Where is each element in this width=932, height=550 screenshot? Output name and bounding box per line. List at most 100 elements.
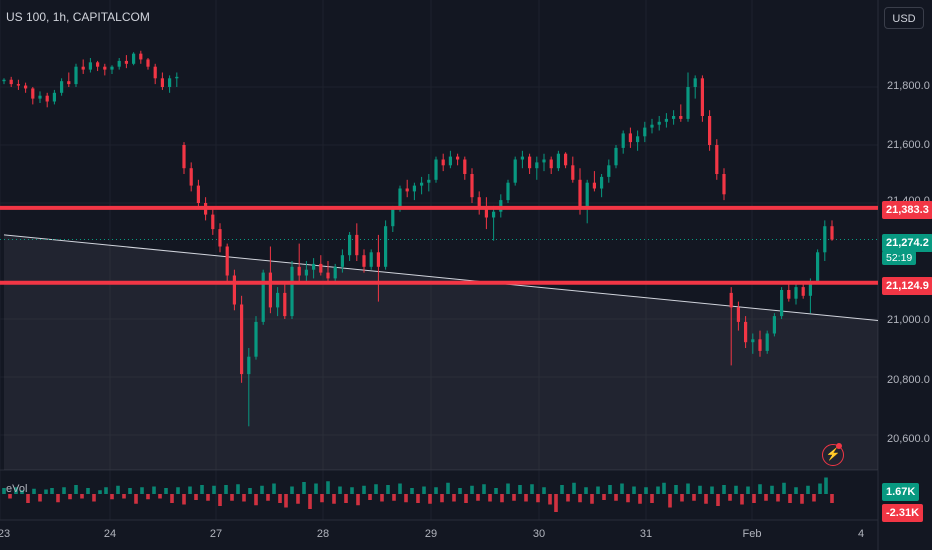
volume-bar — [524, 494, 528, 502]
volume-bar — [176, 487, 180, 494]
candle-body — [340, 255, 344, 267]
volume-bar — [80, 494, 84, 499]
volume-bar — [278, 494, 282, 503]
candle-body — [794, 287, 798, 299]
candle-body — [355, 234, 359, 256]
volume-bar — [614, 494, 618, 501]
candle-body — [708, 116, 712, 145]
candle-body — [823, 226, 827, 253]
x-tick-label: 29 — [424, 528, 438, 540]
volume-bar — [296, 494, 300, 504]
candle-body — [693, 78, 697, 87]
volume-bar — [686, 483, 690, 494]
x-tick-label: 31 — [639, 528, 653, 540]
volume-bar — [62, 487, 66, 494]
volume-bar — [518, 485, 522, 494]
candle-body — [506, 182, 510, 201]
candle-body — [636, 136, 640, 143]
candle-body — [211, 214, 215, 230]
candle-body — [556, 153, 560, 169]
volume-bar — [122, 494, 126, 499]
x-tick-label: 23 — [0, 528, 11, 540]
volume-bar — [470, 485, 474, 494]
candle-body — [45, 95, 49, 102]
volume-bar — [572, 482, 576, 494]
volume-bar — [818, 483, 822, 494]
candle-body — [758, 339, 762, 351]
volume-bar — [368, 494, 372, 500]
volume-indicator-label[interactable]: eVol — [6, 483, 28, 495]
candle-body — [657, 121, 661, 125]
volume-bar — [410, 488, 414, 494]
currency-button[interactable]: USD — [884, 7, 924, 29]
volume-bar — [458, 488, 462, 494]
volume-bar — [578, 494, 582, 503]
volume-bar — [104, 487, 108, 494]
volume-bar — [716, 494, 720, 506]
candle-body — [60, 81, 64, 93]
volume-bar — [638, 494, 642, 504]
candle-body — [412, 185, 416, 192]
volume-bar — [20, 490, 24, 494]
candle-body — [261, 272, 265, 322]
candle-body — [160, 78, 164, 87]
volume-bar — [56, 494, 60, 503]
candle-body — [74, 66, 78, 85]
volume-bar — [674, 485, 678, 494]
candle-body — [578, 179, 582, 209]
volume-bar — [212, 485, 216, 494]
lightning-alert-icon[interactable]: ⚡ — [822, 444, 844, 466]
candle-body — [31, 88, 35, 99]
volume-bar — [440, 494, 444, 503]
candle-body — [182, 145, 186, 169]
candle-body — [405, 188, 409, 192]
volume-bar — [194, 494, 198, 500]
candle-body — [477, 197, 481, 209]
candle-body — [715, 145, 719, 174]
volume-bar — [344, 494, 348, 503]
candle-body — [240, 304, 244, 375]
volume-bar — [788, 494, 792, 503]
candle-body — [24, 85, 28, 89]
volume-bar — [482, 484, 486, 494]
candle-body — [520, 156, 524, 160]
volume-bar — [86, 488, 90, 494]
volume-bar — [320, 494, 324, 503]
volume-bar — [782, 482, 786, 494]
volume-bar — [662, 482, 666, 494]
volume-bar — [200, 485, 204, 494]
volume-up-tag: 1.67K — [882, 483, 920, 501]
volume-bar — [284, 494, 288, 508]
volume-bar — [452, 494, 456, 502]
volume-bar — [248, 488, 252, 494]
candle-body — [751, 339, 755, 343]
volume-bar — [566, 494, 570, 502]
volume-bar — [218, 494, 222, 506]
candle-body — [513, 159, 517, 183]
volume-bar — [26, 494, 30, 503]
volume-bar — [266, 494, 270, 501]
volume-bar — [806, 485, 810, 494]
volume-bar — [446, 482, 450, 494]
candle-body — [232, 275, 236, 305]
volume-bar — [224, 485, 228, 494]
volume-bar — [542, 487, 546, 494]
volume-bar — [728, 494, 732, 501]
volume-bar — [752, 494, 756, 503]
candle-body — [132, 53, 136, 64]
candle-body — [168, 78, 172, 87]
volume-bar — [326, 481, 330, 494]
volume-bar — [374, 484, 378, 494]
volume-bar — [758, 484, 762, 494]
candle-body — [722, 174, 726, 195]
volume-bar — [650, 494, 654, 503]
x-tick-label: 24 — [103, 528, 117, 540]
candle-body — [650, 124, 654, 128]
volume-bar — [824, 477, 828, 494]
candle-body — [96, 62, 100, 67]
candle-body — [312, 263, 316, 270]
volume-bar — [260, 485, 264, 494]
volume-down-tag: -2.31K — [882, 504, 924, 522]
volume-bar — [152, 486, 156, 494]
